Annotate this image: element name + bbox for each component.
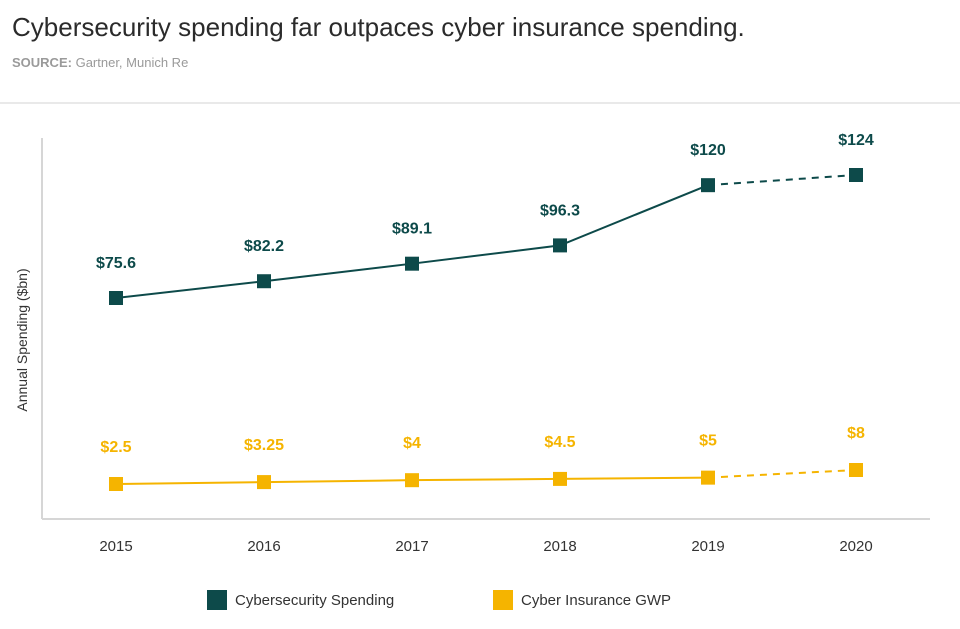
source-text: Gartner, Munich Re bbox=[75, 55, 189, 70]
series-line-projected bbox=[707, 174, 857, 187]
legend-swatch-insurance bbox=[493, 590, 513, 610]
legend-label-insurance: Cyber Insurance GWP bbox=[521, 591, 672, 609]
data-point-marker bbox=[553, 238, 567, 253]
data-label: $3.25 bbox=[244, 437, 284, 454]
data-label: $5 bbox=[699, 433, 717, 450]
data-label: $82.2 bbox=[244, 238, 284, 255]
data-label: $89.1 bbox=[392, 221, 432, 238]
legend-cybersecurity: Cybersecurity Spending bbox=[207, 589, 394, 611]
legend-swatch-cybersecurity bbox=[207, 590, 227, 610]
data-label: $4 bbox=[403, 435, 421, 452]
x-tick-label: 2018 bbox=[543, 538, 576, 555]
x-tick-label: 2020 bbox=[839, 538, 872, 555]
data-point-marker bbox=[405, 256, 419, 271]
y-axis-label: Annual Spending ($bn) bbox=[14, 268, 30, 411]
data-label: $4.5 bbox=[544, 434, 575, 451]
data-label: $120 bbox=[690, 142, 726, 159]
source-line: SOURCE: Gartner, Munich Re bbox=[12, 55, 188, 70]
data-label: $2.5 bbox=[100, 439, 131, 456]
x-tick-label: 2015 bbox=[99, 538, 132, 555]
data-point-marker bbox=[849, 463, 863, 477]
data-label: $124 bbox=[838, 132, 874, 149]
data-label: $75.6 bbox=[96, 255, 136, 272]
data-label: $8 bbox=[847, 425, 865, 442]
x-tick-label: 2016 bbox=[247, 538, 280, 555]
data-point-marker bbox=[109, 291, 123, 305]
x-tick-label: 2017 bbox=[395, 538, 428, 555]
series-line-projected bbox=[707, 469, 857, 479]
legend-label-cybersecurity: Cybersecurity Spending bbox=[235, 591, 395, 609]
data-point-marker bbox=[257, 274, 271, 289]
data-label: $96.3 bbox=[540, 202, 580, 219]
series-line bbox=[115, 184, 709, 299]
data-point-marker bbox=[553, 471, 567, 486]
chart-title: Cybersecurity spending far outpaces cybe… bbox=[12, 12, 745, 42]
data-point-marker bbox=[257, 475, 271, 490]
data-point-marker bbox=[701, 470, 715, 485]
x-tick-label: 2019 bbox=[691, 538, 724, 555]
data-point-marker bbox=[701, 178, 715, 193]
legend-insurance: Cyber Insurance GWP bbox=[493, 589, 671, 611]
header-divider bbox=[0, 102, 960, 104]
data-point-marker bbox=[849, 168, 863, 182]
data-point-marker bbox=[405, 473, 419, 488]
data-point-marker bbox=[109, 477, 123, 491]
source-label: SOURCE: bbox=[12, 55, 72, 70]
